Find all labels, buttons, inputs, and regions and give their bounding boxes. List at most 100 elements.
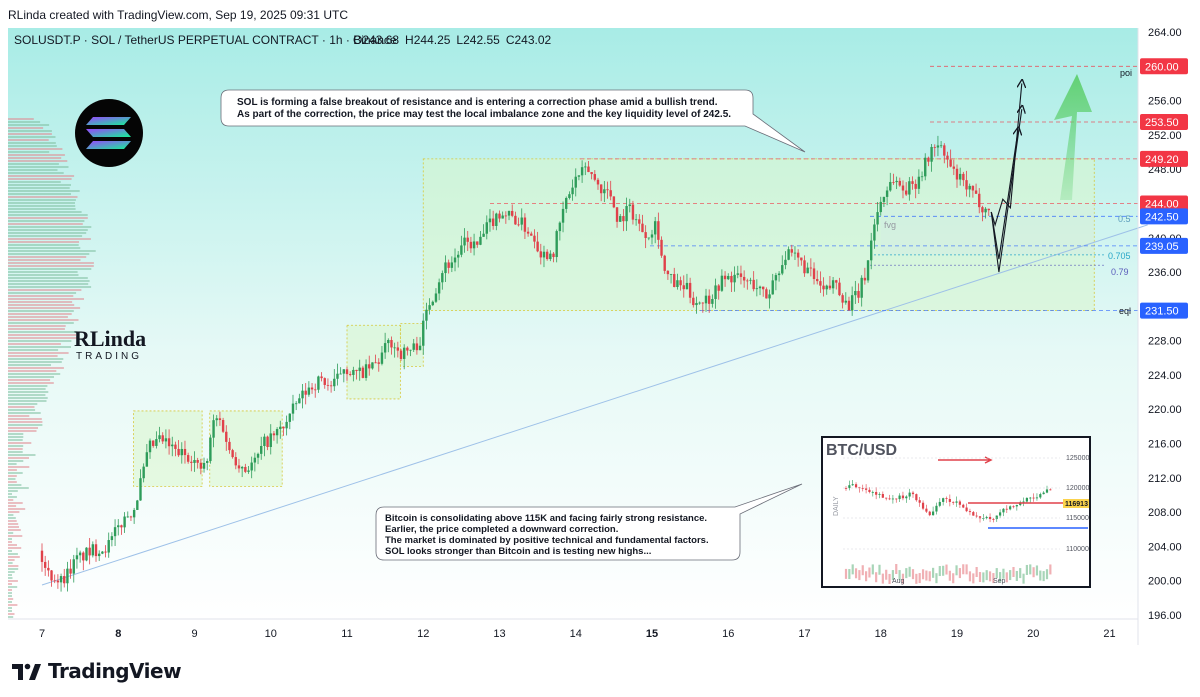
inset-month-aug: Aug xyxy=(892,578,905,585)
price-tag xyxy=(1140,150,1188,167)
volume-profile-bar xyxy=(8,235,83,237)
candle-body xyxy=(533,235,536,242)
candle-body xyxy=(504,215,508,217)
volume-profile-bar xyxy=(8,130,52,132)
inset-price-125000: 125000 xyxy=(1066,455,1089,462)
candle-body xyxy=(857,290,860,298)
volume-profile-bar xyxy=(8,367,64,369)
candle-body xyxy=(514,215,517,225)
volume-profile-bar xyxy=(8,547,22,549)
inset-candle-body xyxy=(854,484,858,488)
volume-profile-bar xyxy=(8,388,46,390)
candle-body xyxy=(291,403,295,414)
candle-body xyxy=(758,286,762,289)
candle-body xyxy=(269,433,272,448)
inset-volume-bar xyxy=(844,568,848,579)
x-tick-label: 18 xyxy=(875,628,887,640)
volume-profile xyxy=(8,118,96,618)
candle-body xyxy=(625,206,628,222)
inset-candle-body xyxy=(905,496,908,499)
volume-profile-bar xyxy=(8,610,12,612)
volume-profile-bar xyxy=(8,607,12,609)
y-tick-label: 256.00 xyxy=(1148,96,1182,108)
inset-volume-bar xyxy=(1049,564,1052,575)
inset-candle-body xyxy=(918,500,921,503)
candle-body xyxy=(310,387,314,390)
candle-body xyxy=(593,174,597,180)
candle-body xyxy=(412,343,415,350)
candle-body xyxy=(723,275,727,280)
candle-body xyxy=(631,204,635,220)
candle-body xyxy=(816,279,819,282)
inset-volume-bar xyxy=(1015,570,1018,581)
volume-profile-bar xyxy=(8,136,56,138)
candle-body xyxy=(844,300,848,303)
volume-profile-bar xyxy=(8,526,19,528)
candle-body xyxy=(603,189,606,194)
x-axis[interactable]: 7 8 9 10 11 12 13 14 15 16 17 18 19 20 21 xyxy=(39,628,1116,640)
candle-body xyxy=(619,216,622,222)
candle-body xyxy=(317,376,320,390)
candle-body xyxy=(580,167,584,176)
candle-body xyxy=(117,525,120,528)
price-chart[interactable]: RLinda TRADING SOLUSDT.P · SOL / TetherU… xyxy=(0,28,1200,645)
volume-profile-bar xyxy=(8,418,42,420)
volume-profile-bar xyxy=(8,400,47,402)
candle-body xyxy=(364,364,368,378)
inset-candle-body xyxy=(875,491,878,495)
inset-candle-body xyxy=(1012,506,1015,508)
inset-candle-body xyxy=(898,495,901,500)
inset-candle-body xyxy=(958,501,961,505)
tradingview-brand: TradingView xyxy=(48,659,182,683)
candle-body xyxy=(549,253,552,260)
candle-body xyxy=(542,251,546,258)
candle-body xyxy=(479,236,482,245)
candle-body xyxy=(56,580,60,583)
candle-body xyxy=(402,347,406,359)
candle-body xyxy=(901,185,905,191)
y-tick-label: 264.00 xyxy=(1148,28,1182,39)
candle-body xyxy=(781,265,784,274)
volume-profile-bar xyxy=(8,409,36,411)
volume-profile-bar xyxy=(8,475,17,477)
inset-candle-body xyxy=(962,504,965,508)
range-zone xyxy=(422,158,1095,312)
candle-body xyxy=(469,241,473,249)
candle-body xyxy=(930,146,933,162)
candle-body xyxy=(835,280,838,283)
candle-body xyxy=(161,435,164,442)
volume-profile-bar xyxy=(8,490,18,492)
volume-profile-bar xyxy=(8,286,92,288)
btc-inset-chart: BTC/USD DAILY 125000 120000 115000 11000… xyxy=(821,436,1091,588)
inset-price-120000: 120000 xyxy=(1066,485,1089,492)
candle-body xyxy=(666,270,670,275)
candle-body xyxy=(606,189,609,191)
volume-profile-bar xyxy=(8,145,57,147)
inset-candle-body xyxy=(1045,489,1049,493)
volume-profile-bar xyxy=(8,538,12,540)
inset-volume-bar xyxy=(942,565,945,576)
inset-volume-bar xyxy=(1045,569,1049,580)
forecast-path xyxy=(990,109,1022,273)
volume-profile-bar xyxy=(8,439,23,441)
trendline xyxy=(41,224,1148,586)
candle-body xyxy=(167,438,171,447)
candle-body xyxy=(94,544,98,557)
volume-profile-bar xyxy=(8,298,84,300)
candle-body xyxy=(698,302,701,304)
volume-profile-bar xyxy=(8,175,75,177)
volume-profile-bar xyxy=(8,379,51,381)
volume-profile-bar xyxy=(8,307,81,309)
price-tag xyxy=(1140,195,1188,212)
candle-body xyxy=(75,555,79,560)
inset-volume-bar xyxy=(1002,568,1005,579)
candle-body xyxy=(866,260,870,281)
inset-volume-bar xyxy=(868,567,871,578)
candle-body xyxy=(406,347,409,351)
candle-body xyxy=(390,339,393,348)
price-tag xyxy=(1140,237,1188,254)
top-bar: RLinda created with TradingView.com, Sep… xyxy=(0,0,1200,28)
symbol-header: SOLUSDT.P · SOL / TetherUS PERPETUAL CON… xyxy=(14,33,552,47)
volume-profile-bar xyxy=(8,403,38,405)
tradingview-logo[interactable]: TradingView xyxy=(12,659,182,683)
